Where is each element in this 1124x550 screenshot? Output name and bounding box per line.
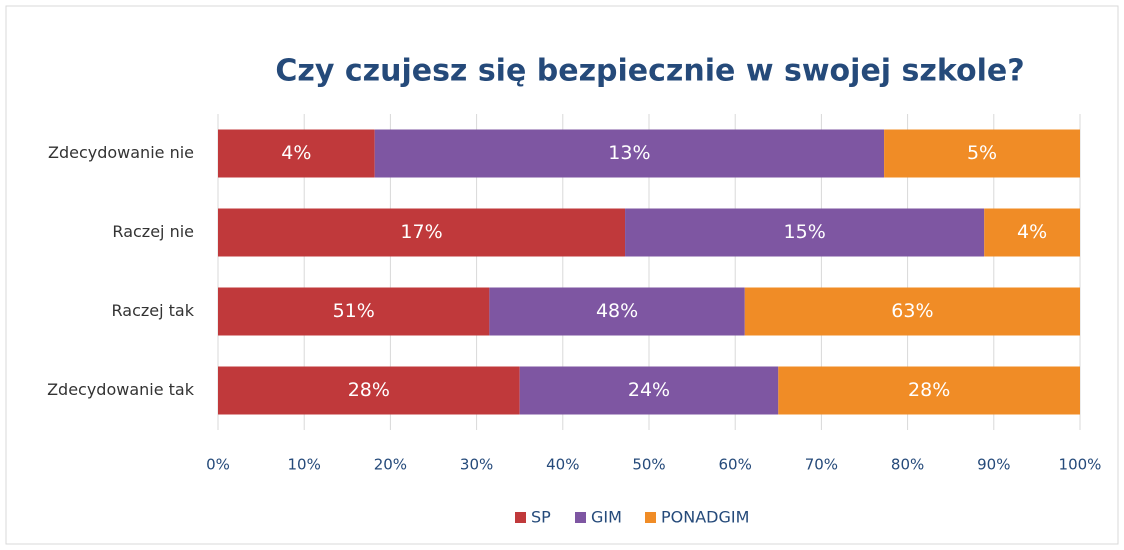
x-tick-label: 90% xyxy=(977,456,1010,474)
legend-label: PONADGIM xyxy=(661,508,749,527)
x-tick-label: 20% xyxy=(374,456,407,474)
data-label: 28% xyxy=(348,379,390,401)
legend-swatch xyxy=(575,512,586,523)
x-tick-label: 80% xyxy=(891,456,924,474)
bar-segment xyxy=(489,287,745,336)
bar-segment xyxy=(519,366,779,415)
bar-segment xyxy=(625,208,985,257)
y-tick-label: Raczej tak xyxy=(112,301,195,320)
data-label: 15% xyxy=(784,221,826,243)
data-label: 28% xyxy=(908,379,950,401)
chart-frame xyxy=(5,5,1119,545)
data-label: 24% xyxy=(628,379,670,401)
data-label: 51% xyxy=(333,300,375,322)
x-tick-label: 100% xyxy=(1059,456,1102,474)
legend-swatch xyxy=(515,512,526,523)
x-tick-label: 0% xyxy=(206,456,230,474)
legend-label: SP xyxy=(531,508,551,527)
bar-segment xyxy=(778,366,1080,415)
x-tick-label: 10% xyxy=(288,456,321,474)
legend-label: GIM xyxy=(591,508,622,527)
bar-segment xyxy=(884,129,1080,178)
x-tick-label: 40% xyxy=(546,456,579,474)
bar-segment xyxy=(218,129,375,178)
bar-segment xyxy=(218,208,626,257)
bar-segment xyxy=(744,287,1080,336)
bar-segment xyxy=(374,129,885,178)
data-label: 17% xyxy=(400,221,442,243)
x-tick-label: 60% xyxy=(719,456,752,474)
x-tick-label: 30% xyxy=(460,456,493,474)
y-tick-label: Raczej nie xyxy=(112,222,194,241)
x-tick-label: 70% xyxy=(805,456,838,474)
bar-segment xyxy=(218,287,490,336)
chart-title: Czy czujesz się bezpiecznie w swojej szk… xyxy=(275,54,1024,89)
y-tick-label: Zdecydowanie nie xyxy=(48,143,194,162)
data-label: 4% xyxy=(1017,221,1047,243)
data-label: 5% xyxy=(967,142,997,164)
data-label: 4% xyxy=(281,142,311,164)
bar-segment xyxy=(218,366,520,415)
bar-segment xyxy=(984,208,1080,257)
x-tick-label: 50% xyxy=(632,456,665,474)
data-label: 48% xyxy=(596,300,638,322)
data-label: 13% xyxy=(608,142,650,164)
legend-swatch xyxy=(645,512,656,523)
data-label: 63% xyxy=(891,300,933,322)
y-tick-label: Zdecydowanie tak xyxy=(47,380,195,399)
